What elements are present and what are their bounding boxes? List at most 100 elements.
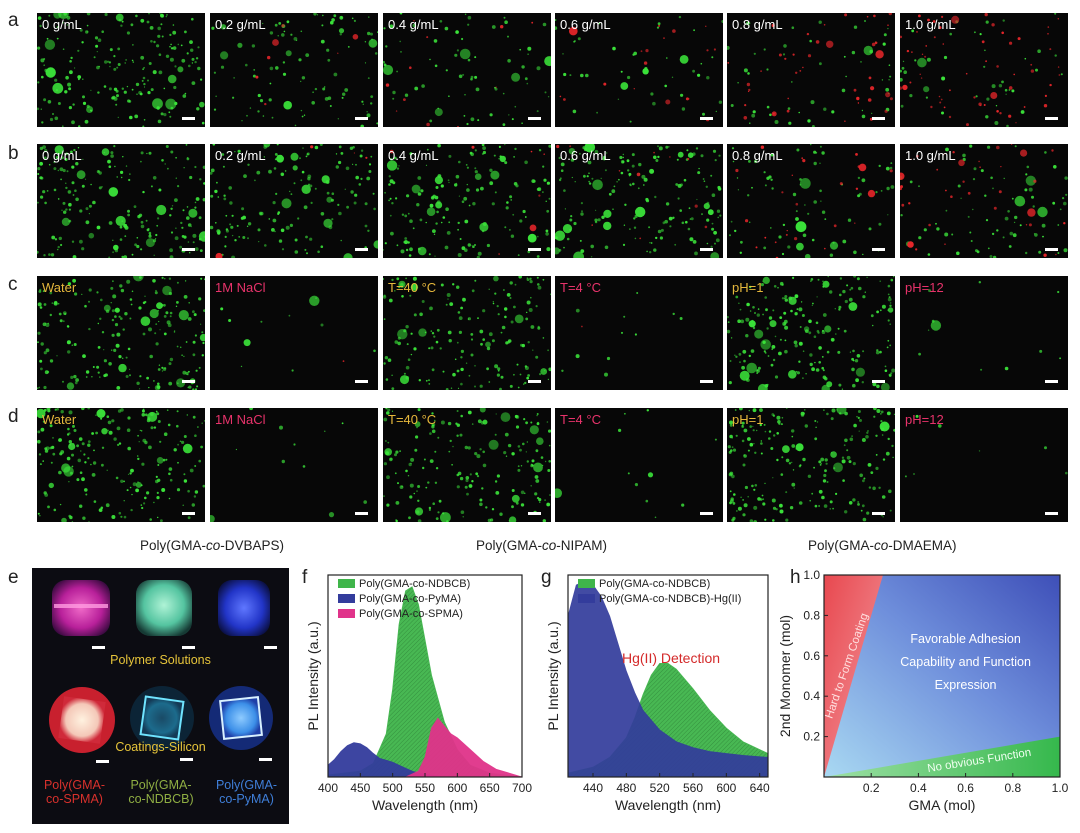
green-particle [391,410,394,412]
red-particle [916,154,919,158]
green-particle [686,149,689,152]
green-particle [91,432,94,435]
green-particle [781,456,784,459]
green-particle [423,458,426,461]
red-particle [663,37,665,39]
green-particle [156,412,160,416]
green-particle [338,28,345,34]
green-particle [619,155,623,160]
green-particle [687,227,691,231]
green-particle [771,348,774,351]
green-particle [847,218,852,222]
green-particle [813,200,817,204]
green-particle [129,486,132,489]
green-particle [761,494,764,497]
green-particle [972,208,974,211]
green-particle [127,473,130,475]
green-particle [855,367,865,377]
green-particle [451,464,453,466]
red-particle [933,36,936,39]
green-particle [474,75,478,79]
green-particle [762,276,770,284]
green-particle [886,411,891,416]
green-particle [880,410,884,414]
green-particle [582,146,586,150]
green-particle [969,231,972,234]
green-particle [79,209,83,213]
green-particle [810,144,812,146]
green-particle [1062,197,1065,200]
green-particle [72,443,75,445]
green-particle [643,177,648,182]
red-particle [1013,73,1015,76]
green-particle [688,207,691,210]
green-particle [822,280,824,283]
green-particle [139,429,141,431]
green-particle [902,60,905,63]
green-particle [385,451,390,456]
green-particle [186,414,188,416]
green-particle [39,161,43,166]
green-particle [154,332,157,335]
micrograph-d-5: pH=1 [727,408,895,522]
green-particle [189,252,191,254]
green-particle [506,201,509,204]
green-particle [867,430,869,432]
micrograph-dots [555,15,723,123]
green-particle [425,221,427,224]
green-particle [1009,231,1014,236]
red-particle [857,102,860,104]
green-particle [448,221,451,224]
green-particle [697,73,701,77]
green-particle [39,359,43,363]
green-particle [43,64,45,66]
red-particle [801,157,804,160]
green-particle [307,174,312,179]
green-particle [765,308,768,312]
green-particle [160,112,164,116]
green-particle [126,428,131,432]
green-particle [195,247,199,251]
green-particle [588,180,590,183]
scale-bar [355,380,368,383]
green-particle [125,356,128,359]
green-particle [500,375,504,379]
green-particle [771,345,776,349]
green-particle [782,445,790,453]
green-particle [746,378,749,381]
green-particle [116,66,119,69]
green-particle [479,498,483,502]
green-particle [620,160,625,164]
green-particle [893,428,895,432]
green-particle [655,159,659,162]
series-area-2 [328,717,523,778]
green-particle [941,76,946,81]
micrograph-d-4: T=4 °C [555,408,723,522]
green-particle [509,297,512,299]
green-particle [109,65,111,68]
green-particle [739,251,742,254]
green-particle [729,434,733,439]
red-particle [591,224,593,226]
green-particle [833,462,843,473]
green-particle [727,445,731,449]
red-particle [855,187,859,190]
green-particle [192,233,197,238]
green-particle [707,209,714,216]
scale-bar [872,512,885,515]
green-particle [427,481,430,484]
green-particle [871,324,874,327]
green-particle [120,170,124,174]
green-particle [93,56,96,59]
green-particle [97,91,100,94]
green-particle [42,460,44,462]
green-particle [431,332,435,335]
green-particle [146,491,150,495]
red-particle [529,224,537,232]
green-particle [860,61,862,63]
green-particle [777,286,779,289]
red-particle [385,83,390,87]
green-particle [813,335,817,338]
green-particle [979,33,982,36]
green-particle [437,174,442,178]
